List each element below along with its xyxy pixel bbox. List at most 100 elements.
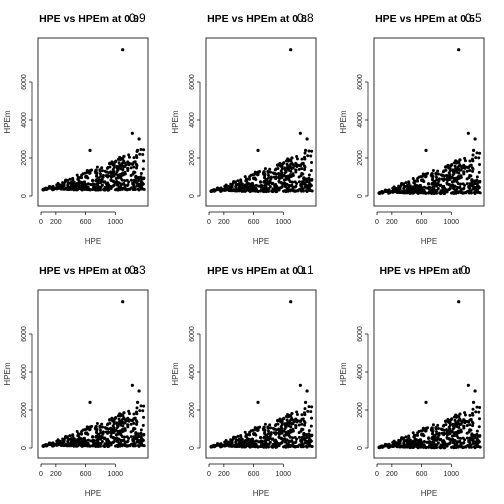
x-axis-label: HPE	[421, 489, 437, 498]
data-point	[263, 431, 267, 435]
data-point	[262, 170, 266, 174]
data-point	[259, 180, 263, 184]
data-point	[88, 444, 92, 448]
data-point	[457, 300, 461, 304]
data-point	[303, 400, 308, 404]
x-tick-label: 200	[218, 471, 230, 478]
data-point	[117, 417, 121, 421]
data-point	[400, 190, 404, 194]
data-point	[248, 177, 252, 181]
data-point	[85, 444, 89, 448]
data-point	[138, 409, 142, 413]
data-point	[414, 184, 418, 188]
data-point	[108, 174, 112, 178]
x-axis-label: HPE	[421, 237, 437, 246]
data-point	[276, 422, 280, 426]
data-point	[220, 444, 224, 448]
data-point	[125, 435, 129, 439]
data-point	[282, 189, 286, 193]
data-point	[477, 425, 481, 429]
data-point	[436, 169, 440, 173]
data-point	[229, 441, 233, 445]
y-tick-label: 6000	[189, 74, 196, 90]
data-point	[384, 188, 388, 192]
data-point	[260, 184, 264, 188]
data-point	[309, 169, 313, 173]
data-point	[142, 433, 146, 437]
data-point	[73, 439, 77, 443]
data-point	[465, 424, 469, 428]
data-point	[420, 432, 424, 436]
data-point	[304, 433, 308, 437]
data-point	[243, 430, 247, 434]
data-point	[69, 436, 73, 440]
data-point	[223, 188, 227, 192]
data-point	[263, 175, 267, 179]
data-point	[466, 383, 470, 387]
data-point	[254, 439, 258, 443]
x-tick-label: 1000	[275, 219, 291, 226]
data-point	[134, 410, 138, 414]
data-point	[453, 418, 457, 422]
data-point	[261, 442, 265, 446]
data-point	[80, 444, 84, 448]
data-point	[457, 48, 461, 52]
x-tick-label: 0	[39, 471, 43, 478]
data-point	[291, 418, 295, 422]
data-point	[473, 389, 477, 393]
data-point	[478, 405, 482, 409]
data-point	[244, 444, 248, 448]
y-tick-label: 0	[21, 194, 28, 198]
data-point	[290, 412, 294, 416]
data-point	[88, 171, 92, 175]
data-point	[284, 431, 288, 435]
data-point	[450, 163, 454, 167]
data-point	[136, 440, 140, 444]
data-point	[135, 400, 140, 404]
data-point	[293, 189, 297, 193]
data-point	[471, 148, 476, 152]
data-point	[89, 439, 93, 443]
y-tick-label: 4000	[357, 112, 364, 128]
data-point	[304, 185, 308, 189]
data-point	[131, 418, 135, 422]
data-point	[430, 426, 434, 430]
data-point	[297, 423, 301, 427]
data-point	[123, 161, 127, 165]
data-point	[446, 418, 450, 422]
data-point	[378, 191, 382, 195]
data-point	[113, 181, 117, 185]
data-point	[280, 171, 284, 175]
y-tick-label: 2000	[357, 150, 364, 166]
y-axis-label: HPEm	[3, 362, 12, 385]
data-point	[66, 187, 70, 191]
data-point	[477, 156, 481, 160]
y-axis-label: HPEm	[171, 110, 180, 133]
data-point	[226, 187, 230, 191]
scatter-points	[41, 300, 146, 449]
panel-2: HPE vs HPEm at 0.80.8 0 200 600 1000 HPE 0 2000…	[171, 11, 317, 246]
data-point	[467, 191, 471, 195]
data-point	[431, 169, 435, 172]
x-tick-label: 600	[80, 471, 92, 478]
data-point	[254, 178, 258, 182]
data-point	[299, 163, 303, 167]
data-point	[62, 181, 66, 185]
data-point	[469, 163, 473, 167]
data-point	[291, 429, 295, 433]
data-point	[300, 167, 304, 171]
panel-5: HPE vs HPEm at 0.10.1 0 200 600 1000 HPE 0 2000…	[171, 263, 317, 498]
data-point	[76, 443, 80, 447]
data-point	[429, 443, 433, 447]
data-point	[442, 439, 446, 443]
data-point	[116, 183, 120, 187]
data-point	[86, 438, 90, 442]
data-point	[459, 175, 463, 179]
data-point	[418, 439, 422, 443]
data-point	[141, 409, 145, 413]
data-point	[471, 421, 475, 425]
panel-title-overlay: 0.9	[129, 11, 146, 25]
data-point	[114, 415, 118, 419]
data-point	[88, 188, 92, 192]
data-point	[422, 185, 426, 189]
